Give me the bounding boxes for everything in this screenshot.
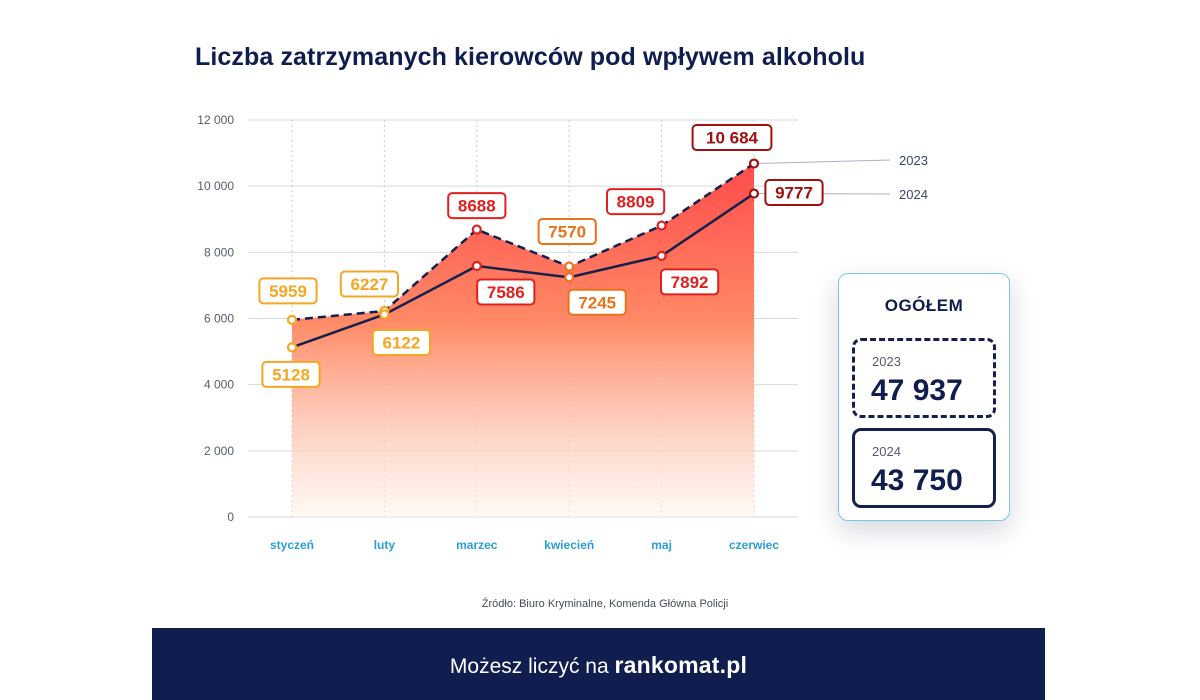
- x-tick-label: kwiecień: [544, 538, 594, 552]
- data-label-box: [476, 278, 536, 306]
- area-fill-2023: [292, 163, 754, 518]
- data-label: 8688: [458, 197, 496, 216]
- x-tick-label: styczeń: [270, 538, 314, 552]
- summary-heading: OGÓŁEM: [884, 296, 964, 315]
- data-label: 8809: [617, 193, 655, 212]
- data-label: 5128: [272, 365, 310, 384]
- data-point: [748, 158, 760, 169]
- data-point: [564, 261, 575, 272]
- data-label: 7245: [578, 293, 616, 312]
- total-2023-value: 47 937: [871, 374, 963, 407]
- total-2024-value: 43 750: [871, 464, 963, 497]
- data-label-box: [447, 192, 507, 220]
- data-point: [471, 224, 482, 235]
- data-label-box: [537, 218, 597, 246]
- source-note: Źródło: Biuro Kryminalne, Komenda Główna…: [481, 598, 729, 610]
- footer-brand-logo[interactable]: rankomat.pl: [614, 652, 748, 678]
- data-point: [471, 260, 482, 272]
- x-tick-label: maj: [651, 538, 672, 552]
- data-label-box: [339, 270, 399, 298]
- data-point: [286, 314, 298, 325]
- y-tick-label: 12 000: [197, 113, 234, 127]
- data-label-box: [660, 268, 720, 296]
- data-label: 9777: [775, 184, 813, 203]
- y-tick-label: 0: [227, 510, 234, 524]
- data-label-box: [258, 277, 318, 305]
- footer-text: Możesz liczyć na: [449, 655, 609, 678]
- total-2024-box: 2024 43 750: [852, 428, 996, 508]
- total-2023-box: 2023 47 937: [852, 338, 996, 418]
- data-point: [656, 250, 667, 262]
- x-tick-label: marzec: [456, 538, 498, 552]
- data-point: [656, 220, 667, 231]
- x-tick-label: czerwiec: [729, 538, 779, 552]
- legend-label-2024: 2024: [899, 187, 928, 202]
- data-point: [748, 188, 760, 199]
- legend-leader-line: [753, 159, 891, 165]
- data-point: [564, 272, 575, 283]
- data-label: 10 684: [706, 129, 759, 148]
- legend-label-2023: 2023: [899, 153, 928, 168]
- y-tick-label: 6 000: [204, 312, 234, 326]
- y-tick-label: 8 000: [204, 245, 234, 259]
- data-label-box: [606, 188, 666, 216]
- series-line-2024: [291, 192, 755, 349]
- series-line-2023: [291, 162, 755, 322]
- data-point: [379, 309, 390, 320]
- total-2023-year: 2023: [872, 354, 901, 369]
- data-label-box: [691, 124, 773, 152]
- chart-title: Liczba zatrzymanych kierowców pod wpływe…: [195, 43, 866, 71]
- y-tick-label: 4 000: [204, 378, 234, 392]
- data-label: 7570: [548, 223, 586, 242]
- footer-line: Możesz liczyć na rankomat.pl: [152, 652, 1045, 679]
- y-tick-label: 2 000: [204, 444, 234, 458]
- data-label-box: [371, 328, 431, 356]
- footer-banner: Możesz liczyć na rankomat.pl: [152, 628, 1045, 700]
- data-label-box: [764, 179, 824, 207]
- data-label: 7892: [671, 273, 709, 292]
- data-point: [286, 342, 298, 353]
- data-label: 6122: [382, 333, 420, 352]
- x-tick-label: luty: [374, 538, 396, 552]
- data-label-box: [567, 288, 627, 316]
- data-label: 7586: [487, 283, 525, 302]
- line-chart: 2023 2024 5959 6227 8688 7570 8809 10 684 5128 6…: [197, 113, 928, 552]
- data-label: 5959: [269, 282, 307, 301]
- y-tick-label: 10 000: [197, 179, 234, 193]
- data-label: 6227: [350, 275, 388, 294]
- total-2024-year: 2024: [872, 444, 901, 459]
- summary-card: OGÓŁEM 2023 47 937 2024 43 750: [838, 273, 1010, 521]
- data-label-box: [261, 360, 321, 388]
